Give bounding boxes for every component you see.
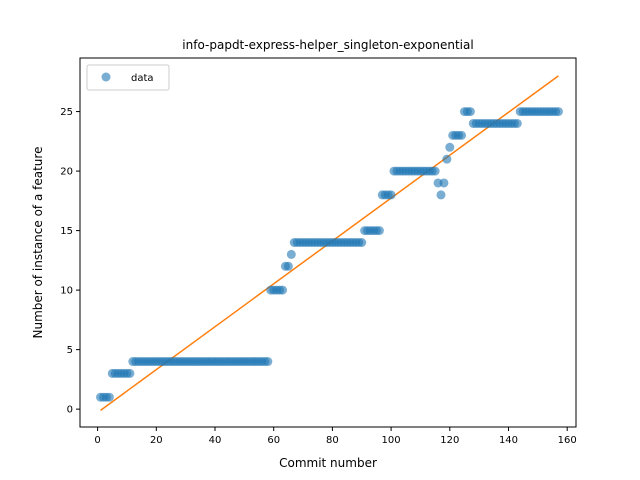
x-tick-label: 160 bbox=[558, 435, 577, 446]
x-axis-label: Commit number bbox=[279, 456, 377, 470]
y-tick-label: 15 bbox=[60, 226, 73, 237]
y-tick-label: 5 bbox=[67, 345, 73, 356]
data-point bbox=[286, 249, 296, 259]
data-point bbox=[278, 285, 288, 295]
data-point bbox=[553, 107, 563, 117]
data-points-layer bbox=[96, 107, 563, 402]
data-point bbox=[445, 142, 455, 152]
x-tick-label: 140 bbox=[499, 435, 518, 446]
y-tick-label: 20 bbox=[60, 167, 73, 178]
x-axis-ticks: 0 20 40 60 80 100 120 140 160 bbox=[94, 427, 577, 446]
data-point bbox=[442, 154, 452, 164]
data-point bbox=[386, 190, 396, 200]
axes-frame bbox=[79, 57, 577, 428]
data-point bbox=[436, 190, 446, 200]
legend: data bbox=[86, 64, 170, 91]
data-point bbox=[283, 261, 293, 271]
data-point bbox=[125, 368, 135, 378]
data-point bbox=[263, 357, 273, 367]
data-point bbox=[457, 130, 467, 140]
y-axis-label: Number of instance of a feature bbox=[31, 147, 45, 339]
y-tick-label: 25 bbox=[60, 107, 73, 118]
legend-label: data bbox=[131, 73, 154, 84]
x-tick-label: 40 bbox=[209, 435, 222, 446]
legend-box bbox=[86, 64, 170, 91]
data-point bbox=[357, 238, 367, 247]
y-tick-label: 0 bbox=[67, 405, 73, 416]
legend-marker bbox=[101, 72, 111, 82]
data-point bbox=[374, 226, 384, 236]
x-tick-label: 0 bbox=[94, 435, 100, 446]
chart-title: info-papdt-express-helper_singleton-expo… bbox=[182, 38, 473, 52]
x-tick-label: 100 bbox=[382, 435, 401, 446]
data-point bbox=[104, 392, 114, 402]
data-point bbox=[512, 118, 522, 128]
data-point bbox=[430, 166, 440, 176]
x-tick-label: 80 bbox=[326, 435, 339, 446]
y-tick-label: 10 bbox=[60, 286, 73, 297]
x-tick-label: 20 bbox=[150, 435, 163, 446]
data-point bbox=[439, 178, 449, 188]
y-axis-ticks: 0 5 10 15 20 25 bbox=[60, 107, 80, 416]
x-tick-label: 60 bbox=[267, 435, 280, 446]
data-point bbox=[465, 107, 475, 117]
x-tick-label: 120 bbox=[440, 435, 459, 446]
